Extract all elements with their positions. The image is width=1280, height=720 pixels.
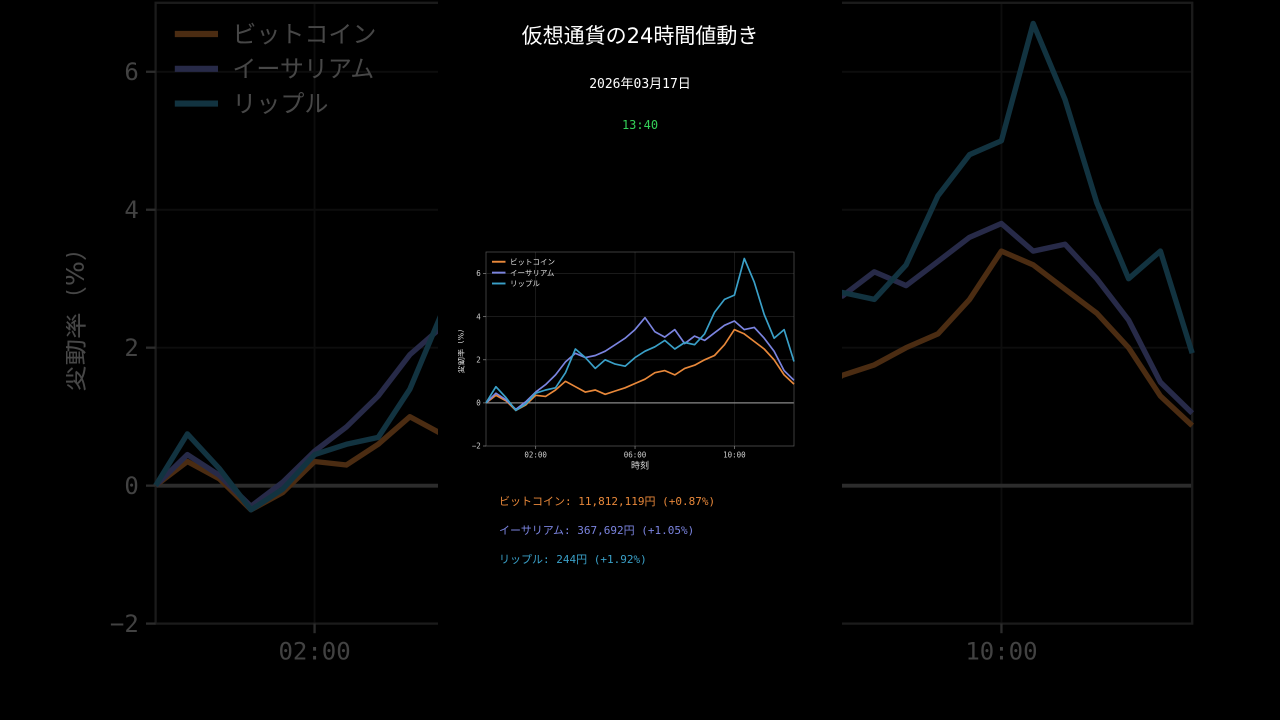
legend-label: ビットコイン (232, 20, 376, 48)
page-title: 仮想通貨の24時間値動き (521, 24, 759, 48)
series-line-2 (842, 20, 1195, 354)
crypto-line-chart: −2 0 2 4 6 02:00 06:00 10:00 時刻 変動率（%） ビットコインイーサリア… (458, 251, 795, 472)
background-chart-zoom-left: −2024602:0006:0010:00時刻変動率（%）ビットコインイーサリア… (66, 1, 438, 666)
coin-change: (+0.87%) (662, 495, 716, 508)
y-tick-label: 0 (476, 399, 481, 408)
y-tick-label: −2 (110, 610, 139, 638)
coin-name: イーサリアム (499, 524, 565, 537)
plot-frame (842, 1, 1194, 625)
x-tick-label: 10:00 (723, 450, 746, 459)
x-axis-label: 時刻 (631, 460, 649, 472)
background-blurred-chart-right: −2024602:0006:0010:00時刻変動率（%）ビットコインイーサリア… (842, 0, 1280, 720)
y-tick-label: −2 (472, 442, 481, 451)
x-tick-label: 06:00 (624, 450, 647, 459)
video-frame: 仮想通貨の24時間値動き 2026年03月17日 13:40 −2 0 2 4 6 02:… (438, 0, 842, 720)
date-label: 2026年03月17日 (589, 77, 691, 92)
plot-frame (485, 251, 795, 447)
series-line-0 (485, 328, 795, 412)
series-line-1 (153, 326, 438, 509)
y-axis-label: 変動率（%） (458, 324, 466, 373)
y-axis-label: 変動率（%） (66, 235, 91, 392)
y-tick-label: 2 (124, 334, 138, 362)
plot-frame (154, 1, 438, 625)
y-tick-label: 4 (124, 196, 138, 224)
x-tick-label: 10:00 (965, 638, 1037, 666)
series-line-0 (153, 414, 438, 513)
coin-price: 244円 (556, 553, 588, 566)
coin-change: (+1.05%) (641, 524, 695, 537)
background-blurred-chart-left: −2024602:0006:0010:00時刻変動率（%）ビットコインイーサリア… (0, 0, 438, 720)
coin-price: 11,812,119円 (578, 495, 656, 508)
coin-name: ビットコイン (499, 495, 565, 508)
price-ripple: リップル: 244円 (+1.92%) (499, 553, 647, 566)
price-ethereum: イーサリアム: 367,692円 (+1.05%) (499, 524, 695, 537)
legend-label: リップル (232, 90, 328, 118)
background-chart-zoom-right: −2024602:0006:0010:00時刻変動率（%）ビットコインイーサリア… (842, 1, 1195, 666)
y-tick-label: 6 (476, 269, 481, 278)
series-line-1 (485, 316, 795, 411)
legend-label: イーサリアム (232, 55, 374, 83)
coin-price: 367,692円 (577, 524, 635, 537)
x-tick-label: 02:00 (278, 638, 350, 666)
y-tick-label: 0 (124, 472, 138, 500)
y-tick-label: 2 (476, 355, 481, 364)
time-label: 13:40 (621, 118, 659, 132)
legend-label: リップル (510, 279, 540, 288)
y-tick-label: 6 (124, 58, 138, 86)
price-bitcoin: ビットコイン: 11,812,119円 (+0.87%) (499, 495, 716, 508)
series-line-2 (485, 257, 795, 412)
series-line-2 (153, 315, 438, 513)
x-tick-label: 02:00 (524, 450, 547, 459)
series-line-1 (842, 220, 1195, 416)
coin-change: (+1.92%) (593, 553, 647, 566)
coin-name: リップル (499, 553, 543, 566)
legend-label: ビットコイン (510, 257, 555, 266)
series-line-0 (842, 248, 1195, 428)
legend-label: イーサリアム (510, 268, 554, 277)
y-tick-label: 4 (476, 312, 481, 321)
